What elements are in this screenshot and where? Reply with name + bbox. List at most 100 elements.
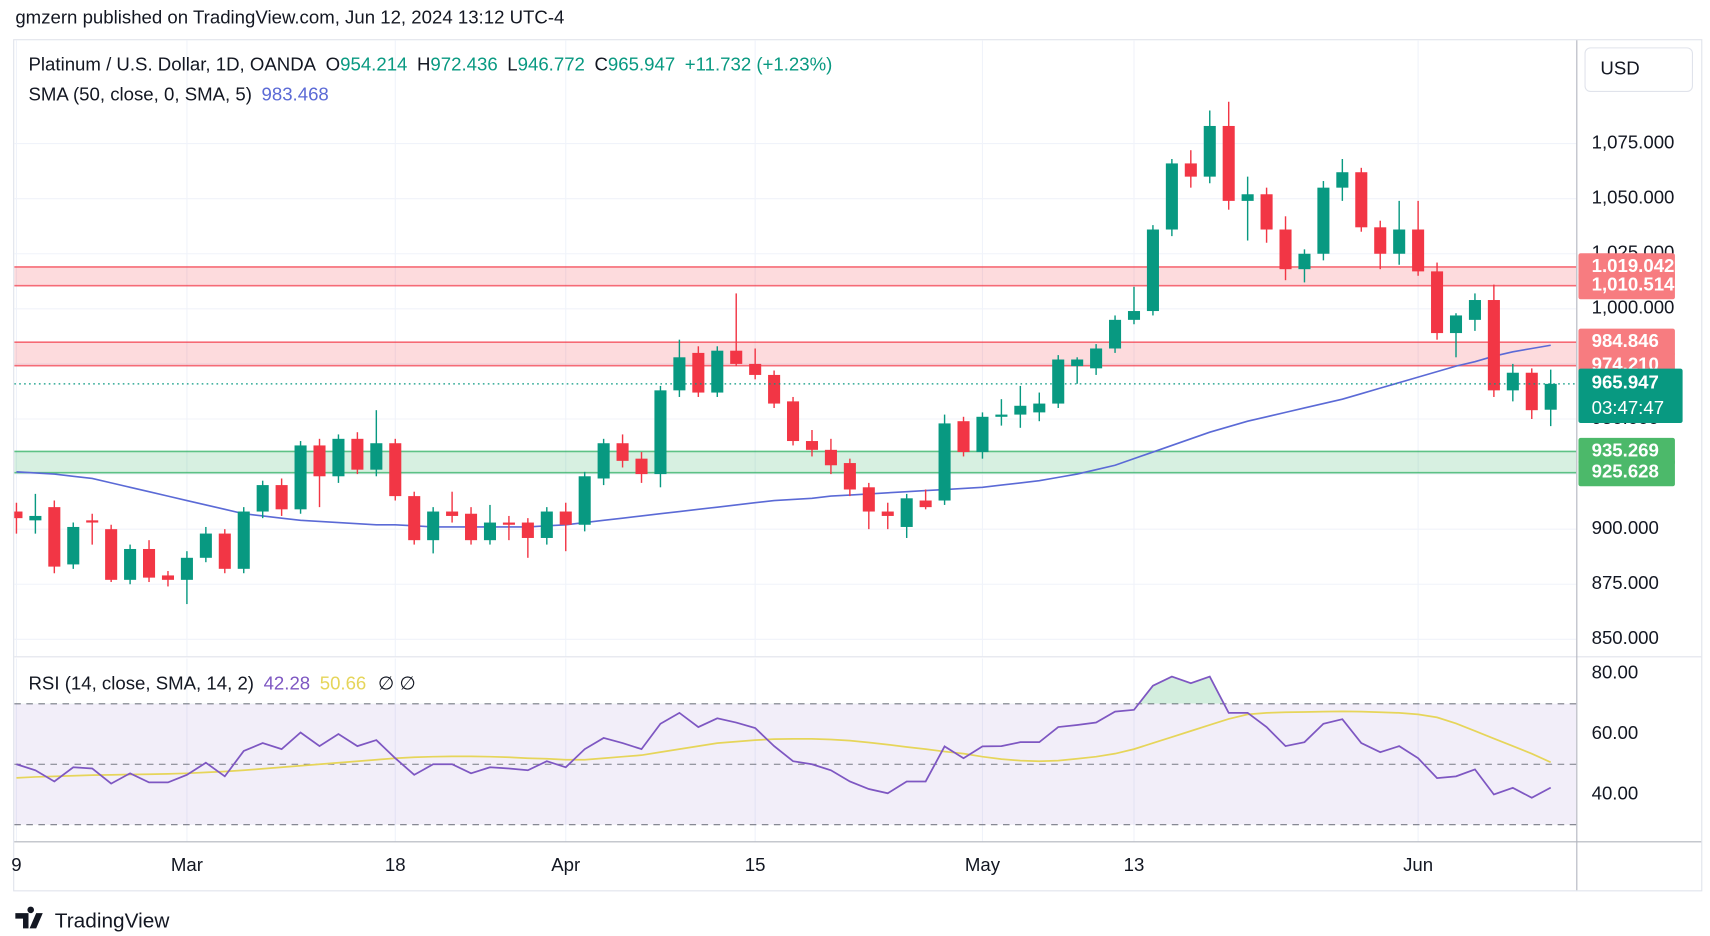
candle-body bbox=[29, 515, 42, 521]
last-price-label: 965.947 bbox=[1592, 372, 1659, 393]
candle-body bbox=[919, 500, 932, 508]
candle-body bbox=[465, 513, 478, 541]
y-tick-label: 1,050.000 bbox=[1592, 187, 1675, 208]
x-tick-label: Jun bbox=[1403, 854, 1433, 875]
ohlc-value: 946.772 bbox=[518, 53, 585, 74]
candle-body bbox=[483, 522, 497, 541]
candle-body bbox=[1449, 315, 1463, 334]
candle-body bbox=[1109, 319, 1122, 349]
zone-price-label: 984.846 bbox=[1592, 330, 1659, 351]
candle-body bbox=[143, 548, 156, 578]
rsi-name: RSI (14, close, SMA, 14, 2) bbox=[29, 673, 255, 694]
x-tick-label: 9 bbox=[11, 854, 21, 875]
candle-body bbox=[1525, 372, 1538, 411]
candle-body bbox=[294, 445, 307, 510]
candle-body bbox=[1165, 163, 1178, 230]
candle-body bbox=[1393, 229, 1406, 254]
rsi-empty-values: ∅ ∅ bbox=[378, 673, 416, 694]
price-tag bbox=[1578, 459, 1675, 487]
candle-body bbox=[1184, 163, 1197, 177]
candle-body bbox=[540, 511, 553, 538]
rsi-value: 42.28 bbox=[264, 673, 311, 694]
countdown-label: 03:47:47 bbox=[1592, 397, 1664, 418]
candle-body bbox=[1071, 359, 1084, 367]
y-tick-label: 875.000 bbox=[1592, 572, 1659, 593]
candle-body bbox=[711, 350, 724, 393]
candle-body bbox=[370, 443, 383, 470]
candle-body bbox=[995, 414, 1008, 417]
zone-price-label: 925.628 bbox=[1592, 461, 1659, 482]
x-tick-label: 18 bbox=[385, 854, 406, 875]
sma-line bbox=[16, 344, 1551, 528]
rsi-tick-label: 80.00 bbox=[1592, 662, 1639, 683]
zone bbox=[14, 342, 1577, 366]
candle-body bbox=[389, 443, 402, 497]
candle-body bbox=[1203, 125, 1216, 177]
candle-body bbox=[862, 487, 875, 512]
candle-body bbox=[1146, 229, 1159, 312]
candle-body bbox=[768, 374, 781, 404]
candle-body bbox=[237, 511, 250, 569]
candle-body bbox=[161, 575, 175, 580]
symbol-name: Platinum / U.S. Dollar, 1D, OANDA bbox=[29, 53, 317, 74]
rsi-line bbox=[16, 675, 1552, 799]
candle-body bbox=[654, 390, 667, 475]
rsi-line bbox=[16, 710, 1552, 779]
candle-body bbox=[427, 511, 440, 541]
candle-body bbox=[14, 511, 23, 519]
candle-body bbox=[1431, 271, 1444, 334]
candle-body bbox=[1241, 194, 1254, 201]
candle-body bbox=[218, 533, 231, 569]
candle-body bbox=[787, 401, 800, 442]
candle-body bbox=[521, 522, 534, 538]
last-price-tag bbox=[1578, 368, 1683, 424]
candle-body bbox=[1260, 194, 1273, 230]
sma-name: SMA (50, close, 0, SMA, 5) bbox=[29, 84, 252, 105]
x-tick-label: Mar bbox=[171, 854, 203, 875]
candle-body bbox=[332, 438, 345, 477]
candle-body bbox=[446, 511, 459, 516]
candle-body bbox=[86, 520, 99, 523]
y-tick-label: 850.000 bbox=[1592, 627, 1659, 648]
price-tag bbox=[1578, 272, 1675, 300]
logo-icon[interactable] bbox=[15, 906, 43, 929]
candle-body bbox=[1412, 229, 1425, 272]
candle-body bbox=[1033, 403, 1046, 413]
x-tick-label: 15 bbox=[745, 854, 766, 875]
candle-body bbox=[692, 352, 705, 393]
candle-body bbox=[275, 485, 288, 510]
rsi-tick-label: 60.00 bbox=[1592, 722, 1639, 743]
candle-body bbox=[1374, 227, 1387, 254]
rsi-pane bbox=[14, 675, 1577, 826]
candle-body bbox=[1090, 348, 1103, 369]
candle-body bbox=[805, 441, 819, 450]
y-tick-label: 900.000 bbox=[1592, 517, 1659, 538]
currency-label[interactable]: USD bbox=[1600, 58, 1639, 79]
ohlc-value: 965.947 bbox=[608, 53, 675, 74]
price-tag bbox=[1578, 437, 1675, 466]
candle-body bbox=[351, 438, 364, 470]
symbol-legend: Platinum / U.S. Dollar, 1D, OANDA O954.2… bbox=[29, 53, 833, 74]
tradingview-logo[interactable]: TradingView bbox=[15, 906, 171, 933]
candle-body bbox=[1279, 229, 1292, 270]
ohlc-value: 972.436 bbox=[430, 53, 497, 74]
ohlc-key: H bbox=[417, 53, 430, 74]
candle-body bbox=[1468, 300, 1481, 320]
logo-text[interactable]: TradingView bbox=[55, 909, 171, 932]
candle-body bbox=[749, 363, 762, 375]
candle-body bbox=[313, 445, 326, 477]
candle-body bbox=[48, 507, 61, 567]
candle-body bbox=[559, 511, 572, 525]
candle-body bbox=[1222, 125, 1235, 201]
candle-body bbox=[1317, 187, 1330, 254]
ohlc-key: O bbox=[326, 53, 340, 74]
candle-body bbox=[180, 557, 193, 580]
candle-body bbox=[408, 496, 421, 541]
candle-body bbox=[597, 443, 610, 479]
candle-body bbox=[1544, 383, 1557, 410]
sma-legend: SMA (50, close, 0, SMA, 5) 983.468 bbox=[29, 84, 329, 105]
currency-button[interactable] bbox=[1584, 47, 1694, 92]
candle-body bbox=[1127, 311, 1141, 320]
